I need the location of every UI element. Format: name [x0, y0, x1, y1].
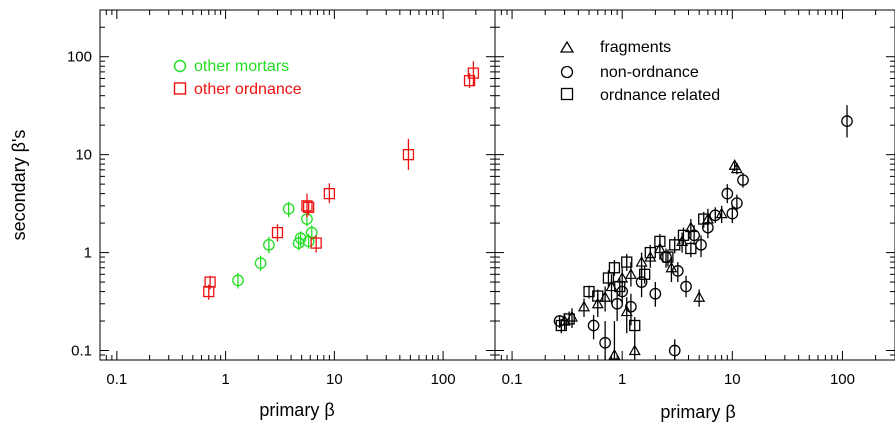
legend-marker-other-ordnance [173, 82, 187, 95]
legend-label-other-ordnance: other ordnance [194, 81, 302, 98]
non-ordnance-point [668, 344, 681, 357]
right-panel: 0.1 1 10 100 primary β fragments non-ordnan… [494, 9, 895, 422]
non-ordnance-point [721, 187, 734, 200]
fragments-point [715, 207, 728, 219]
right-axis-ticks: 0.1 1 10 100 [494, 9, 895, 388]
other-ordnance-point [271, 226, 284, 239]
ordnance-related-point [608, 262, 621, 274]
non-ordnance-point [635, 276, 648, 288]
legend-marker-fragments [559, 40, 575, 53]
other-ordnance-point [302, 201, 315, 213]
left-x-axis-label: primary β [259, 400, 334, 420]
ordnance-related-point [629, 319, 641, 332]
left-y-tick-label: 1 [84, 245, 92, 262]
right-x-tick-label: 1 [618, 371, 626, 388]
other-ordnance-point [463, 74, 476, 87]
other-ordnance-point [323, 187, 336, 200]
right-x-tick-label: 0.1 [502, 371, 523, 388]
ordnance-related-point [685, 242, 697, 255]
non-ordnance-point [709, 209, 722, 222]
non-ordnance-point [680, 280, 692, 293]
legend-label-ordnance-related: ordnance related [600, 87, 720, 104]
fragments-point [624, 268, 637, 279]
non-ordnance-point [587, 319, 600, 332]
non-ordnance-point [599, 336, 611, 349]
ordnance-related-point [592, 290, 604, 302]
left-x-tick-label: 1 [221, 371, 229, 388]
non-ordnance-point [737, 174, 749, 186]
right-x-tick-label: 10 [724, 371, 741, 388]
non-ordnance-point [726, 207, 739, 220]
ordnance-related-point [563, 313, 575, 325]
right-x-tick-label: 100 [830, 371, 855, 388]
non-ordnance-point [649, 287, 662, 300]
left-x-tick-label: 0.1 [106, 371, 127, 388]
other-mortars-point [232, 274, 244, 287]
ordnance-related-point [614, 280, 626, 293]
right-x-axis-label: primary β [660, 402, 735, 422]
non-ordnance-point [671, 265, 684, 277]
left-data-points [203, 61, 480, 300]
other-mortars-point [302, 235, 315, 248]
fragments-point [730, 162, 743, 174]
other-mortars-point [263, 238, 275, 251]
legend-marker-other-mortars [173, 59, 187, 73]
non-ordnance-point [841, 115, 853, 127]
legend-label-fragments: fragments [600, 39, 671, 56]
ordnance-related-point [662, 251, 674, 263]
left-x-tick-label: 10 [326, 371, 343, 388]
ordnance-related-point [602, 272, 615, 284]
fragments-point [635, 255, 648, 267]
ordnance-related-point [644, 246, 656, 259]
ordnance-related-point [555, 319, 567, 332]
ordnance-related-point [639, 268, 651, 280]
legend-marker-ordnance-related [560, 87, 574, 101]
other-mortars-point [282, 202, 295, 215]
ordnance-related-point [654, 235, 666, 248]
ordnance-related-point [621, 256, 633, 268]
fragments-point [644, 250, 657, 262]
right-legend: fragments non-ordnance ordnance related [559, 39, 720, 104]
non-ordnance-point [702, 221, 714, 234]
other-ordnance-point [402, 149, 415, 161]
fragments-point [608, 348, 621, 360]
legend-label-other-mortars: other mortars [194, 58, 289, 75]
other-ordnance-point [310, 237, 322, 249]
other-ordnance-point [467, 67, 480, 79]
fragments-point [628, 344, 641, 356]
left-legend: other mortars other ordnance [173, 58, 302, 98]
other-ordnance-point [204, 276, 216, 288]
legend-label-non-ordnance: non-ordnance [600, 64, 699, 81]
fragments-point [693, 290, 706, 302]
left-y-tick-label: 10 [75, 147, 92, 164]
legend-marker-non-ordnance [560, 65, 574, 79]
left-y-tick-label: 0.1 [71, 343, 92, 360]
ordnance-related-point [669, 239, 681, 251]
non-ordnance-point [625, 300, 637, 313]
left-y-tick-label: 100 [67, 49, 92, 66]
left-x-tick-label: 100 [431, 371, 456, 388]
fragments-point [577, 300, 591, 312]
non-ordnance-point [731, 197, 743, 209]
fragments-point [653, 242, 666, 254]
right-plot-frame [494, 9, 895, 361]
other-ordnance-point [301, 200, 313, 212]
other-mortars-point [254, 257, 267, 269]
left-y-axis-label: secondary β's [9, 130, 29, 241]
left-panel: 0.1 1 10 100 0.1 1 10 100 primary β secondary β… [9, 9, 496, 420]
ordnance-related-point [698, 213, 710, 225]
right-data-points [553, 105, 853, 360]
fragments-point [591, 297, 604, 309]
ordnance-related-point [677, 229, 690, 241]
other-mortars-point [294, 232, 307, 245]
left-axis-ticks: 0.1 1 10 100 0.1 1 10 100 [67, 9, 496, 388]
